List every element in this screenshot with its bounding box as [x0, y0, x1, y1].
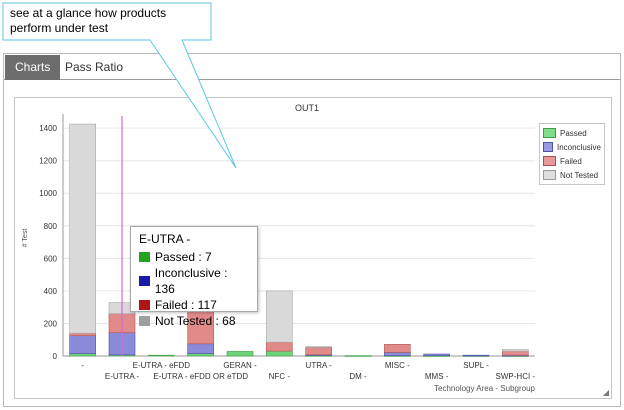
chart-title: OUT1: [295, 103, 319, 113]
bar-segment-failed: [266, 341, 293, 352]
legend-label: Inconclusive: [556, 142, 601, 152]
y-tick-label: 200: [44, 319, 58, 328]
bar-segment-not-tested: [305, 346, 332, 348]
bar-segment-failed: [305, 347, 332, 355]
tooltip-label: Not Tested : 68: [155, 314, 236, 328]
x-tick-label: E-UTRA - eFDD: [133, 361, 191, 370]
y-tick-label: 1000: [39, 189, 57, 198]
x-tick-label: E-UTRA -: [105, 372, 140, 381]
chart-tooltip: E-UTRA - Passed : 7 Inconclusive : 136 F…: [130, 226, 258, 328]
bar-segment-failed: [69, 332, 96, 336]
x-tick-label: MISC -: [385, 361, 410, 370]
tooltip-label: Failed : 117: [155, 298, 217, 312]
y-tick-label: 600: [44, 254, 58, 263]
x-tick-label: E-UTRA - eFDD OR eTDD: [153, 372, 248, 381]
x-axis-label: Technology Area - Subgroup: [434, 384, 536, 393]
bar-segment-passed: [69, 353, 96, 357]
tooltip-swatch-passed: [139, 252, 150, 262]
x-tick-label: UTRA -: [306, 361, 333, 370]
chart-legend: Passed Inconclusive Failed Not Tested: [539, 123, 605, 185]
bar-segment-inconclusive: [423, 353, 450, 356]
chart-frame: OUT1 0 200 400 600 800 1000 1200 1400 # Test - E-UT…: [14, 97, 612, 399]
resize-grip-icon[interactable]: ◢: [602, 388, 609, 397]
tooltip-row-not-tested: Not Tested : 68: [139, 313, 249, 329]
bar-segment-passed: [187, 353, 214, 357]
bar-segment-not-tested: [69, 123, 96, 334]
legend-swatch-passed: [543, 128, 556, 138]
legend-label: Failed: [560, 156, 582, 166]
y-axis-label: # Test: [22, 229, 29, 248]
bar-segment-passed: [148, 354, 175, 357]
bar-segment-inconclusive: [462, 354, 490, 357]
y-tick-label: 1200: [39, 157, 57, 166]
bar-segment-inconclusive: [384, 352, 411, 356]
tooltip-row-inconclusive: Inconclusive : 136: [139, 265, 249, 297]
tooltip-label: Passed : 7: [155, 250, 212, 264]
bar-segment-failed: [384, 343, 411, 353]
y-tick-label: 400: [44, 287, 58, 296]
x-tick-label: DM -: [349, 372, 367, 381]
callout-text: see at a glance how products perform und…: [10, 6, 167, 35]
legend-swatch-inconclusive: [543, 142, 553, 152]
x-tick-label: SWP-HCI -: [496, 372, 536, 381]
legend-label: Not Tested: [560, 170, 599, 180]
legend-swatch-failed: [543, 156, 556, 166]
tooltip-swatch-not-tested: [139, 316, 150, 326]
tooltip-swatch-failed: [139, 300, 150, 310]
x-tick-label: GERAN -: [223, 361, 257, 370]
tab-bar: Charts Pass Ratio: [4, 54, 620, 80]
bar-segment-not-tested: [266, 290, 293, 343]
bar-segment-not-tested: [502, 349, 529, 352]
tooltip-label: Inconclusive : 136: [154, 266, 228, 296]
y-tick-label: 1400: [39, 124, 57, 133]
bar-segment-inconclusive: [69, 335, 96, 354]
x-tick-label: NFC -: [269, 372, 291, 381]
tooltip-title: E-UTRA -: [139, 232, 191, 246]
bar-segment-inconclusive: [187, 343, 214, 354]
legend-item-not-tested[interactable]: Not Tested: [543, 168, 601, 182]
bar-segment-passed: [344, 355, 372, 357]
x-tick-label: MMS -: [425, 372, 449, 381]
tab-pass-ratio[interactable]: Pass Ratio: [65, 60, 124, 74]
legend-swatch-not-tested: [543, 170, 556, 180]
stacked-bar-chart[interactable]: OUT1 0 200 400 600 800 1000 1200 1400 # Test - E-UT…: [15, 98, 611, 398]
x-tick-label: SUPL -: [463, 361, 489, 370]
tooltip-row-failed: Failed : 117: [139, 297, 249, 313]
tab-charts[interactable]: Charts: [5, 55, 61, 80]
legend-item-failed[interactable]: Failed: [543, 154, 601, 168]
y-tick-label: 0: [53, 352, 58, 361]
bar-segment-failed: [502, 350, 529, 356]
bar-segment-passed: [226, 351, 254, 357]
y-tick-label: 800: [44, 222, 58, 231]
legend-item-inconclusive[interactable]: Inconclusive: [543, 140, 601, 154]
tooltip-swatch-inconclusive: [139, 276, 150, 286]
bar-segment-passed: [266, 350, 293, 357]
tooltip-row-passed: Passed : 7: [139, 249, 249, 265]
legend-item-passed[interactable]: Passed: [543, 126, 601, 140]
legend-label: Passed: [560, 128, 587, 138]
chart-panel: Charts Pass Ratio OUT1 0 200 400 600 800 1000 1…: [3, 53, 621, 407]
x-tick-label: -: [81, 361, 84, 370]
